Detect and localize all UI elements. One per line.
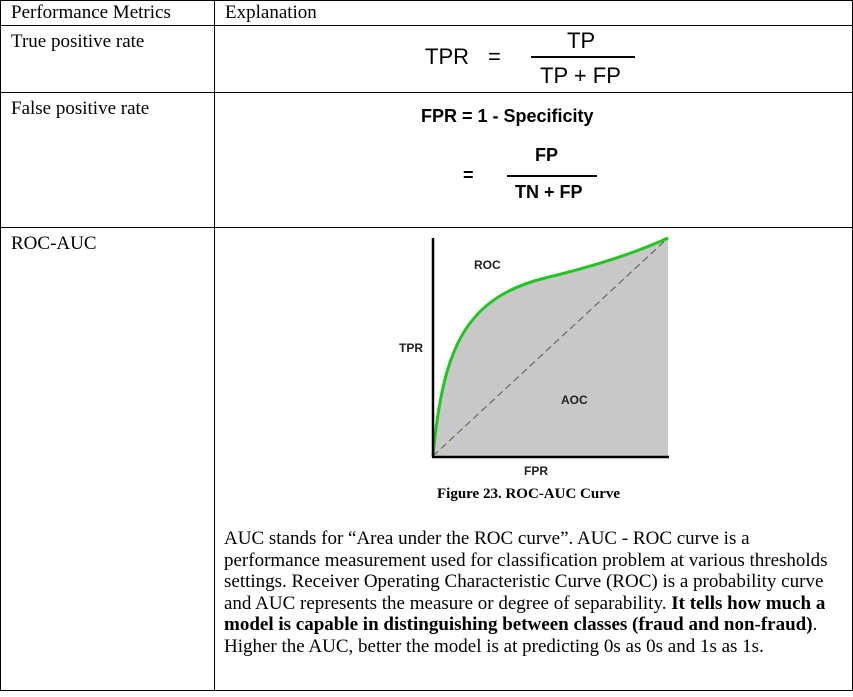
header-row: Performance Metrics Explanation bbox=[0, 0, 853, 26]
table-row: False positive rate FPR = 1 - Specificit… bbox=[0, 92, 853, 228]
figure-caption: Figure 23. ROC-AUC Curve bbox=[437, 486, 621, 502]
y-axis-label: TPR bbox=[399, 341, 423, 355]
tpr-formula-lhs: TPR bbox=[425, 44, 469, 69]
roc-diagram: ROC AOC TPR FPR bbox=[399, 236, 669, 478]
fraction-bar bbox=[531, 56, 635, 58]
tpr-formula-numerator: TP bbox=[567, 28, 596, 53]
x-axis-label: FPR bbox=[524, 464, 548, 478]
table-row: ROC-AUC ROC AOC TPR FPR Figure 23. ROC-A… bbox=[0, 227, 853, 691]
roc-description-end: . Higher the AUC, better the model is at… bbox=[224, 614, 818, 657]
fpr-formula-denominator: TN + FP bbox=[515, 182, 583, 202]
table-row: True positive rate TPR = TP TP + FP bbox=[0, 25, 853, 93]
tpr-explanation: TPR = TP TP + FP bbox=[214, 25, 853, 93]
roc-curve-label: ROC bbox=[474, 258, 501, 272]
header-explanation: Explanation bbox=[214, 0, 853, 26]
fraction-bar bbox=[507, 175, 597, 177]
fpr-formula-numerator: FP bbox=[535, 145, 559, 165]
roc-content: ROC AOC TPR FPR Figure 23. ROC-AUC Curve… bbox=[215, 228, 852, 690]
roc-description-bold: It tells how much a model is capable in … bbox=[224, 592, 826, 636]
fpr-formula: FPR = 1 - Specificity = FP TN + FP bbox=[215, 93, 852, 227]
fpr-explanation: FPR = 1 - Specificity = FP TN + FP bbox=[214, 92, 853, 228]
tpr-formula-denominator: TP + FP bbox=[540, 63, 621, 88]
header-metrics: Performance Metrics bbox=[0, 0, 215, 26]
metric-label-tpr: True positive rate bbox=[0, 25, 215, 93]
metric-label-roc: ROC-AUC bbox=[0, 227, 215, 691]
metric-label-fpr: False positive rate bbox=[0, 92, 215, 228]
roc-description: AUC stands for “Area under the ROC curve… bbox=[224, 528, 834, 657]
tpr-formula-equals: = bbox=[488, 44, 501, 69]
fpr-formula-equals: = bbox=[463, 165, 474, 185]
roc-description-text: AUC stands for “Area under the ROC curve… bbox=[224, 528, 828, 614]
diagonal-line bbox=[432, 237, 669, 457]
fpr-formula-definition: FPR = 1 - Specificity bbox=[421, 106, 594, 126]
roc-explanation: ROC AOC TPR FPR Figure 23. ROC-AUC Curve… bbox=[214, 227, 853, 691]
tpr-formula: TPR = TP TP + FP bbox=[215, 26, 852, 92]
area-label: AOC bbox=[561, 393, 588, 407]
roc-curve bbox=[431, 236, 669, 457]
